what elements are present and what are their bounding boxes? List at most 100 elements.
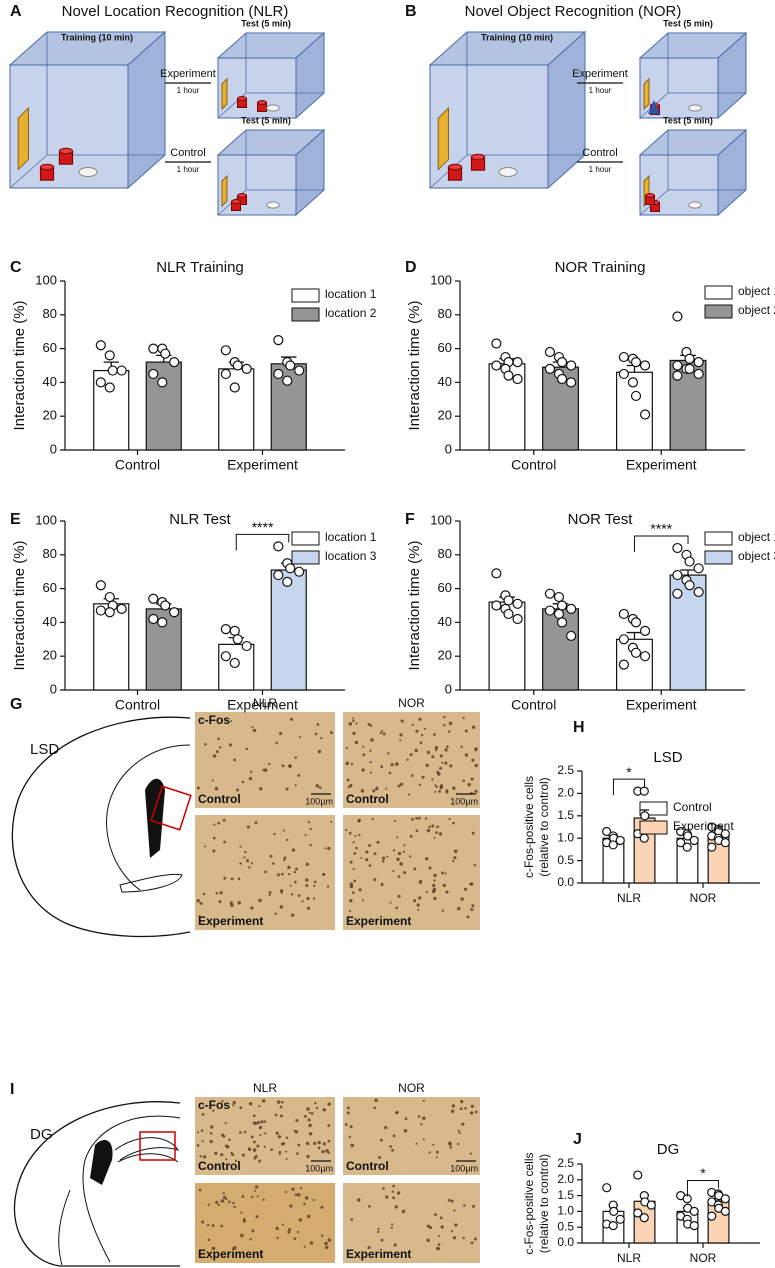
data-point [148,613,159,625]
cell-dot [415,729,419,733]
data-point [630,647,642,658]
cell-dot [313,880,317,884]
mouse [688,201,702,209]
panel-label: E [10,511,21,528]
cell-dot [434,790,437,793]
cell-dot [469,1152,473,1155]
data-point [491,600,502,611]
cell-dot [347,785,350,789]
y-tick-label: 60 [438,580,452,595]
legend-label: location 1 [325,530,377,544]
cell-dot [204,742,207,746]
cell-dot [232,1100,236,1105]
cube-edges [217,130,324,216]
cell-dot [350,762,354,766]
cell-dot [283,859,286,862]
cell-dot [308,1131,313,1136]
cell-dot [431,778,434,781]
cell-dot [403,844,406,847]
x-tick-label: Control [511,457,556,473]
cell-dot [274,1113,278,1117]
cell-dot [457,906,461,911]
cell-dot [415,1142,418,1145]
data-point [95,580,106,591]
y-tick-label: 1.5 [557,1188,574,1202]
cell-dot [307,821,311,824]
cell-dot [204,845,207,848]
cell-dot [283,856,287,860]
cell-dot [306,906,311,910]
cell-dot [322,1108,326,1112]
test-arena [216,128,326,217]
mouse [688,104,702,112]
x-tick-label: NLR [617,891,641,905]
cell-dot [281,872,284,876]
cell-dot [464,729,468,733]
legend-label: Control [673,800,712,814]
cell-dot [258,1105,261,1108]
cell-dot [202,892,206,896]
cell-dot [196,1144,200,1147]
data-point [639,1213,649,1223]
cell-dot [400,719,404,723]
cell-dot [247,1147,251,1151]
cell-dot [369,760,372,764]
cell-dot [453,1209,456,1212]
cell-dot [470,777,474,781]
cell-dot [242,1219,246,1223]
cell-dot [453,856,457,860]
cell-dot [215,750,219,754]
cell-dot [309,843,312,847]
data-point [630,357,642,368]
cell-dot [276,873,280,877]
data-point [282,576,293,587]
chart-title: NOR Training [555,259,646,276]
panel-label: F [405,511,415,528]
y-tick-label: 0.5 [557,853,574,867]
cell-dot [284,1190,287,1194]
cell-dot [232,1247,235,1250]
legend-label: object 2 [738,303,775,317]
cell-dot [252,1114,256,1118]
cell-dot [450,1230,454,1233]
bar [93,603,130,691]
cell-dot [385,1195,389,1199]
cell-dot [313,1141,317,1146]
data-point [294,365,305,376]
cell-dot [321,1149,325,1154]
cell-dot [222,1135,226,1138]
cell-dot [444,748,448,752]
legend-label: location 1 [325,287,377,301]
cell-dot [349,1125,353,1129]
legend-label: location 3 [325,549,377,563]
cell-dot [321,1234,324,1237]
cell-dot [258,1159,262,1163]
cell-dot [433,879,436,882]
cell-dot [451,1104,456,1108]
cell-dot [294,867,298,871]
cell-dot [207,1238,211,1242]
cell-dot [429,1226,433,1230]
data-point [553,608,565,620]
y-tick-label: 20 [43,408,57,423]
cell-dot [450,1109,455,1114]
cell-dot [239,1106,243,1110]
cell-dot [260,1120,264,1124]
cell-dot [256,1120,260,1125]
cell-dot [251,1195,254,1198]
cell-dot [327,846,331,851]
cell-dot [239,862,242,865]
object-top [231,199,241,204]
cell-dot [261,1099,266,1103]
row-label: Control [346,792,389,806]
cell-dot [237,901,241,905]
chart-title: NLR Training [156,259,244,276]
cell-dot [356,1198,361,1202]
cell-dot [296,1152,299,1155]
cell-dot [285,1136,289,1140]
cell-dot [399,739,402,742]
data-point [639,651,651,662]
cell-dot [254,1122,258,1125]
cell-dot [211,1224,215,1227]
cell-dot [416,903,420,907]
